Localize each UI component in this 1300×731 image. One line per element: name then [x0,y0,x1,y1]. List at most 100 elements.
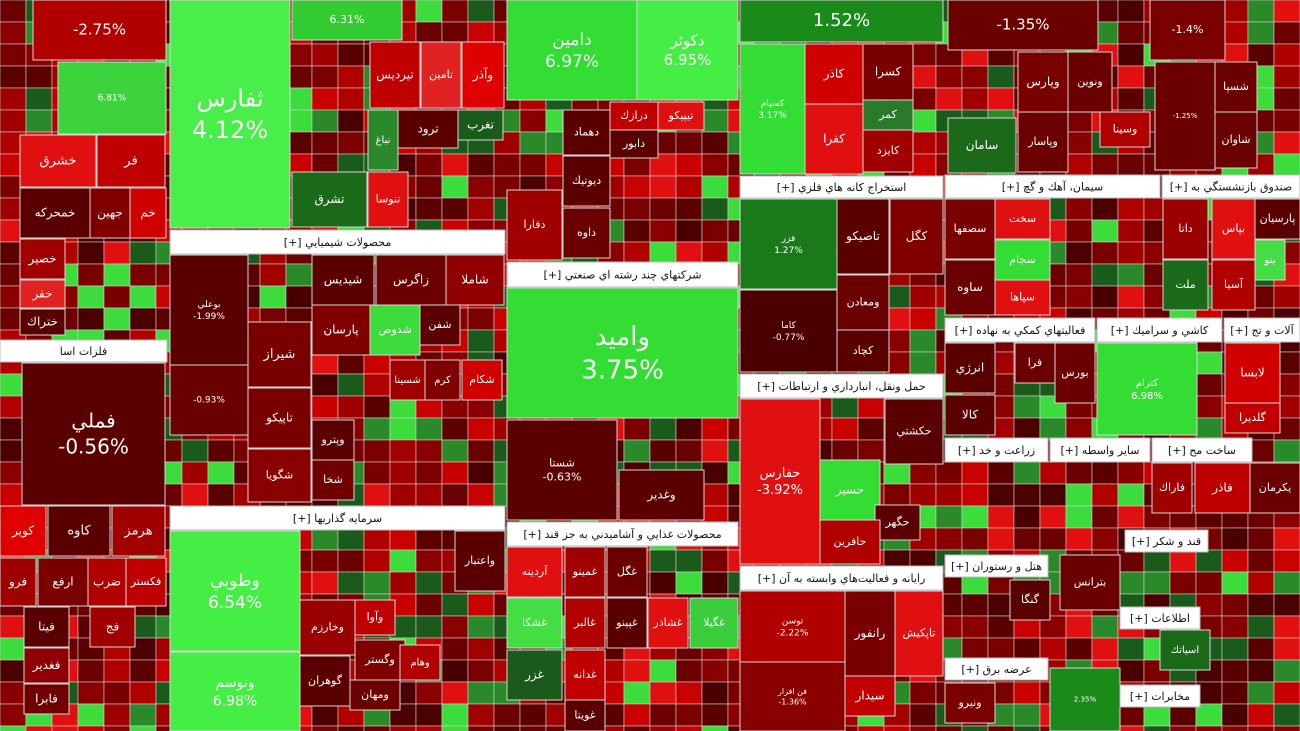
tile-symbol: وسينا [1113,123,1138,136]
tile-symbol: فابرا [35,692,58,707]
filler-tile [623,681,651,705]
tile-symbol: ثفارس [196,85,263,113]
stock-tile: وهام [399,644,441,681]
filler-tile [675,725,703,731]
stock-tile: غشاذر [647,597,689,649]
filler-tile [701,461,729,485]
tile-symbol: حگهر [884,516,909,529]
tile-box [862,129,914,173]
filler-tile [467,0,495,23]
tile-symbol: خفر [31,287,52,302]
filler-tile [25,725,53,731]
tile-box [1149,0,1226,61]
filler-tile [987,527,1015,551]
filler-tile [0,615,27,639]
filler-tile [961,483,989,507]
stock-tile: کسپام 3.17% [739,43,806,175]
tile-box [32,0,167,61]
filler-tile [1091,285,1119,309]
filler-tile [415,571,443,595]
tile-symbol: حفارس [760,466,801,481]
tile-change: 6.95% [664,51,712,69]
filler-tile [649,241,677,265]
filler-tile [311,395,339,419]
stock-tile: واميد 3.75% [506,287,739,419]
filler-tile [1065,219,1093,243]
tile-box [291,171,368,228]
filler-tile [961,527,989,551]
filler-tile [1039,505,1067,529]
filler-tile [77,241,105,265]
tile-box [1009,579,1051,621]
filler-tile [675,197,703,221]
stock-tile: شگويا [247,448,312,503]
filler-tile [337,65,365,89]
tile-symbol: تنوسا [376,193,401,206]
tile-symbol: بنو [1264,255,1276,266]
tile-box [836,274,890,331]
filler-tile [701,439,729,463]
tile-box [23,606,70,648]
stock-tile: -1.25% [1154,61,1216,171]
tile-symbol: شيراز [263,347,296,362]
tile-box [1254,239,1286,281]
filler-tile [1117,0,1145,23]
filler-tile [1221,637,1249,661]
stock-tile: فرا [1014,342,1056,384]
tile-box [1162,198,1209,260]
tile-box [47,505,111,557]
tile-box [647,597,689,649]
filler-tile [363,373,391,397]
filler-tile [311,87,339,111]
filler-tile [311,527,339,551]
filler-tile [1091,461,1119,485]
tile-change: 6.81% [98,94,127,104]
tile-symbol: تشرق [315,192,345,207]
tile-symbol: سجام [1009,253,1035,266]
sector-header-box [739,175,944,199]
filler-tile [0,725,27,731]
tile-change: -1.35% [996,16,1049,34]
filler-tile [1117,725,1145,731]
tile-box [944,259,996,316]
tile-box [247,387,312,449]
tile-symbol: تاپكيش [903,627,936,640]
filler-tile [1117,505,1145,529]
tile-box [657,101,705,131]
tile-box [349,679,401,711]
filler-tile [675,131,703,155]
filler-tile [701,549,729,573]
tile-symbol: تغرب [467,118,494,133]
sector-header: فلزات اسا [60,345,108,358]
filler-tile [77,263,105,287]
stock-tile: شستا -0.63% [506,419,618,521]
stock-tile: كايزد [862,129,914,173]
filler-tile [1221,549,1249,573]
filler-tile [389,439,417,463]
tile-box [1099,111,1151,148]
stock-tile: بوعلي -1.99% [169,254,249,366]
tile-box [169,651,301,731]
filler-tile [1065,241,1093,265]
tile-symbol: فيتا [38,620,55,634]
tile-symbol: آردينه [522,564,548,578]
sector-header: عرضه برق [+] [961,663,1031,676]
filler-tile [675,219,703,243]
tile-box [874,504,921,541]
sector-header: ساخت مح [+] [1168,444,1236,457]
filler-tile [909,87,937,111]
tile-box [562,207,611,259]
stock-tile: سيدار [844,675,896,717]
tile-box [862,99,914,131]
tile-symbol: شاملا [461,273,488,287]
stock-tile: غشكا [506,597,563,649]
filler-tile [649,659,677,683]
filler-tile [0,109,27,133]
filler-tile [77,285,105,309]
stock-tile: تنوسا [367,171,409,228]
filler-tile [1273,527,1300,551]
stock-tile: ونوين [1067,51,1113,113]
tile-box [169,254,249,366]
filler-tile [1039,483,1067,507]
